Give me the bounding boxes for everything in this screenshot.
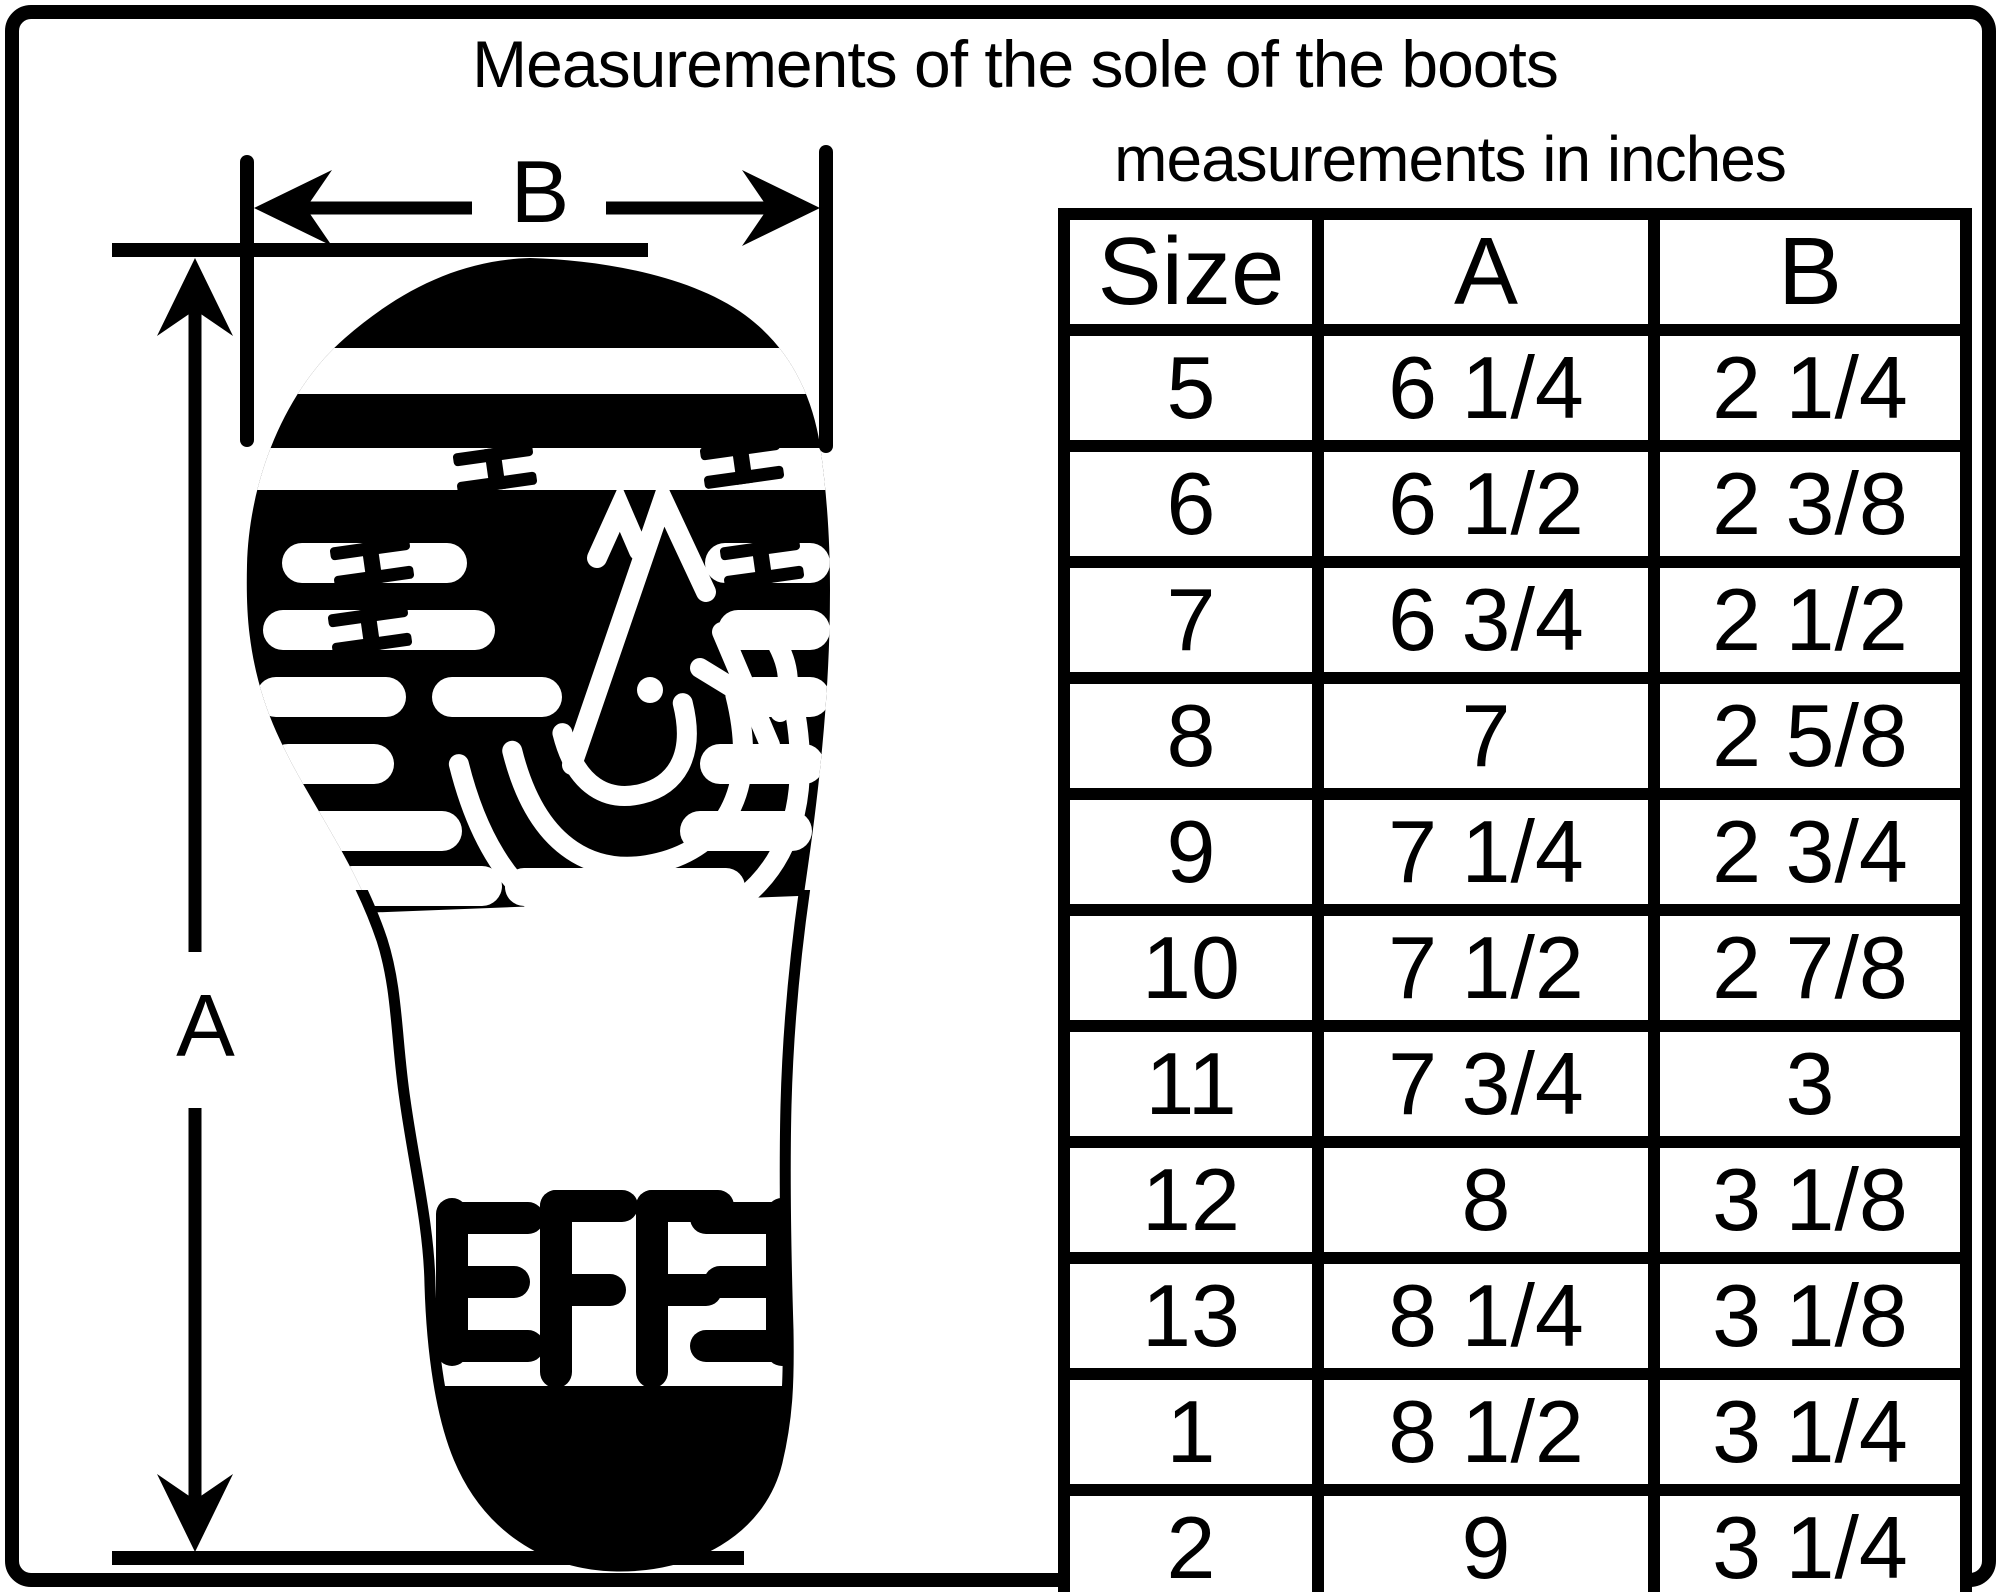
cell-b: 3 1/4 bbox=[1648, 1484, 1972, 1592]
cell-size: 1 bbox=[1058, 1368, 1324, 1496]
cell-a: 8 1/4 bbox=[1312, 1252, 1660, 1380]
cell-a: 6 1/2 bbox=[1312, 440, 1660, 568]
cell-b: 3 1/8 bbox=[1648, 1136, 1972, 1264]
table-row: 12 8 3 1/8 bbox=[1058, 1136, 1972, 1264]
cell-b: 2 3/4 bbox=[1648, 788, 1972, 916]
cell-a: 6 1/4 bbox=[1312, 324, 1660, 452]
cell-size: 12 bbox=[1058, 1136, 1324, 1264]
cell-size: 6 bbox=[1058, 440, 1324, 568]
header-a: A bbox=[1312, 208, 1660, 336]
size-table: Size A B 5 6 1/4 2 1/4 6 6 1/2 2 3/8 7 6… bbox=[1058, 208, 1972, 1592]
table-row: 11 7 3/4 3 bbox=[1058, 1020, 1972, 1148]
table-row: 7 6 3/4 2 1/2 bbox=[1058, 556, 1972, 684]
cell-b: 3 1/8 bbox=[1648, 1252, 1972, 1380]
cell-a: 8 1/2 bbox=[1312, 1368, 1660, 1496]
cell-size: 5 bbox=[1058, 324, 1324, 452]
table-subtitle: measurements in inches bbox=[1114, 123, 1787, 195]
cell-b: 2 7/8 bbox=[1648, 904, 1972, 1032]
cell-size: 11 bbox=[1058, 1020, 1324, 1148]
dimension-b-arrow bbox=[240, 145, 833, 453]
table-row: 6 6 1/2 2 3/8 bbox=[1058, 440, 1972, 568]
page-title: Measurements of the sole of the boots bbox=[472, 27, 1559, 101]
dimension-b-label: B bbox=[510, 142, 570, 241]
cell-size: 9 bbox=[1058, 788, 1324, 916]
cell-b: 2 1/4 bbox=[1648, 324, 1972, 452]
cell-a: 9 bbox=[1312, 1484, 1660, 1592]
cell-size: 10 bbox=[1058, 904, 1324, 1032]
cell-size: 2 bbox=[1058, 1484, 1324, 1592]
cell-a: 7 bbox=[1312, 672, 1660, 800]
cell-a: 8 bbox=[1312, 1136, 1660, 1264]
cell-b: 2 5/8 bbox=[1648, 672, 1972, 800]
dimension-a-arrow bbox=[112, 243, 744, 1565]
dimension-a-label: A bbox=[176, 976, 235, 1075]
cell-a: 6 3/4 bbox=[1312, 556, 1660, 684]
header-size: Size bbox=[1058, 208, 1324, 336]
table-row: 8 7 2 5/8 bbox=[1058, 672, 1972, 800]
table-row: 2 9 3 1/4 bbox=[1058, 1484, 1972, 1592]
cell-size: 8 bbox=[1058, 672, 1324, 800]
cell-a: 7 1/2 bbox=[1312, 904, 1660, 1032]
cell-a: 7 1/4 bbox=[1312, 788, 1660, 916]
table-row: 13 8 1/4 3 1/8 bbox=[1058, 1252, 1972, 1380]
cell-b: 2 3/8 bbox=[1648, 440, 1972, 568]
cell-b: 2 1/2 bbox=[1648, 556, 1972, 684]
header-b: B bbox=[1648, 208, 1972, 336]
table-row: 10 7 1/2 2 7/8 bbox=[1058, 904, 1972, 1032]
table-header-row: Size A B bbox=[1058, 208, 1972, 336]
cell-size: 13 bbox=[1058, 1252, 1324, 1380]
table-row: 9 7 1/4 2 3/4 bbox=[1058, 788, 1972, 916]
cell-b: 3 bbox=[1648, 1020, 1972, 1148]
table-row: 1 8 1/2 3 1/4 bbox=[1058, 1368, 1972, 1496]
cell-a: 7 3/4 bbox=[1312, 1020, 1660, 1148]
cell-b: 3 1/4 bbox=[1648, 1368, 1972, 1496]
cell-size: 7 bbox=[1058, 556, 1324, 684]
table-row: 5 6 1/4 2 1/4 bbox=[1058, 324, 1972, 452]
